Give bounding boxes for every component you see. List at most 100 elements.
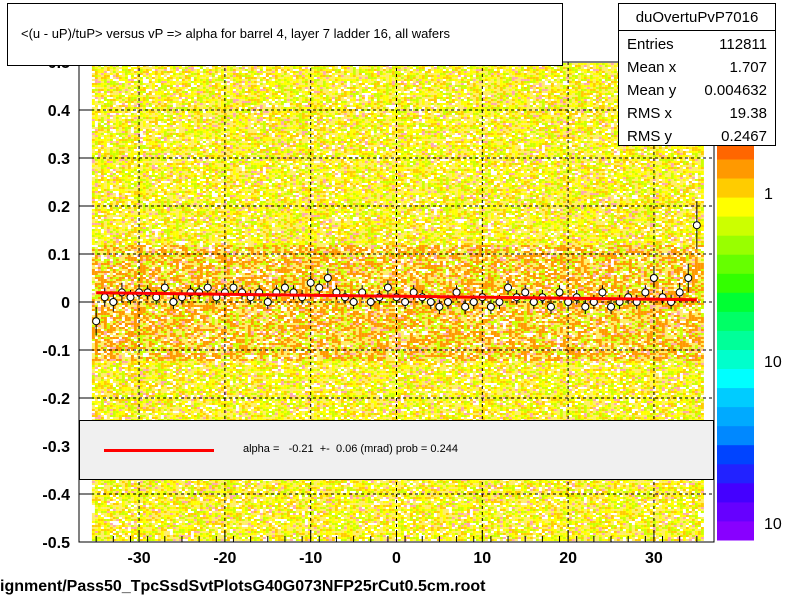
density-cell (136, 153, 140, 155)
density-cell (142, 333, 146, 335)
density-cell (106, 131, 110, 133)
density-cell (109, 401, 113, 403)
density-cell (94, 131, 98, 133)
density-cell (151, 281, 155, 283)
density-cell (139, 385, 143, 387)
density-cell (145, 235, 149, 237)
density-cell (142, 155, 146, 157)
density-cell (106, 509, 110, 511)
density-cell (124, 67, 128, 69)
density-cell (133, 323, 137, 325)
density-cell (100, 509, 104, 511)
density-cell (142, 363, 146, 365)
density-cell (94, 253, 98, 255)
density-cell (94, 295, 98, 297)
density-cell (139, 265, 143, 267)
density-cell (115, 159, 119, 161)
density-cell (154, 363, 158, 365)
density-cell (94, 181, 98, 183)
density-cell (100, 155, 104, 157)
density-cell (145, 481, 149, 483)
density-cell (139, 367, 143, 369)
density-cell (106, 265, 110, 267)
density-cell (157, 339, 161, 341)
density-cell (154, 111, 158, 113)
density-cell (139, 295, 143, 297)
density-cell (109, 393, 113, 395)
density-cell (160, 239, 164, 241)
density-cell (94, 137, 98, 139)
density-cell (118, 491, 122, 493)
density-cell (136, 269, 140, 271)
density-cell (118, 535, 122, 537)
density-cell (136, 245, 140, 247)
density-cell (151, 77, 155, 79)
density-cell (94, 147, 98, 149)
density-cell (148, 155, 152, 157)
density-cell (115, 215, 119, 217)
density-cell (121, 127, 125, 129)
density-cell (106, 141, 110, 143)
density-cell (100, 263, 104, 265)
density-cell (124, 417, 128, 419)
density-cell (136, 133, 140, 135)
density-cell (124, 295, 128, 297)
density-cell (91, 367, 95, 369)
density-cell (148, 481, 152, 483)
density-cell (100, 131, 104, 133)
density-cell (157, 195, 161, 197)
density-cell (151, 225, 155, 227)
density-cell (118, 93, 122, 95)
density-cell (142, 127, 146, 129)
density-cell (106, 215, 110, 217)
density-cell (124, 187, 128, 189)
density-cell (97, 415, 101, 417)
density-cell (112, 529, 116, 531)
density-cell (127, 489, 131, 491)
density-cell (145, 103, 149, 105)
density-cell (94, 135, 98, 137)
density-cell (103, 127, 107, 129)
density-cell (97, 339, 101, 341)
density-cell (103, 89, 107, 91)
density-cell (103, 193, 107, 195)
density-cell (142, 319, 146, 321)
density-cell (145, 185, 149, 187)
density-cell (139, 509, 143, 511)
density-cell (112, 173, 116, 175)
density-cell (127, 503, 131, 505)
density-cell (136, 341, 140, 343)
density-cell (130, 497, 134, 499)
density-cell (154, 175, 158, 177)
density-cell (151, 403, 155, 405)
density-cell (118, 401, 122, 403)
density-cell (160, 217, 164, 219)
density-cell (151, 325, 155, 327)
density-cell (127, 273, 131, 275)
density-cell (118, 411, 122, 413)
density-cell (103, 149, 107, 151)
density-cell (130, 257, 134, 259)
density-cell (160, 367, 164, 369)
density-cell (103, 381, 107, 383)
density-cell (142, 181, 146, 183)
density-cell (139, 169, 143, 171)
density-cell (133, 313, 137, 315)
density-cell (148, 67, 152, 69)
density-cell (127, 89, 131, 91)
density-cell (127, 137, 131, 139)
density-cell (145, 187, 149, 189)
density-cell (109, 289, 113, 291)
density-cell (103, 503, 107, 505)
density-cell (106, 279, 110, 281)
density-cell (118, 335, 122, 337)
density-cell (112, 245, 116, 247)
density-cell (160, 135, 164, 137)
density-cell (94, 257, 98, 259)
density-cell (160, 121, 164, 123)
density-cell (118, 139, 122, 141)
density-cell (151, 165, 155, 167)
density-cell (142, 305, 146, 307)
density-cell (130, 495, 134, 497)
density-cell (109, 285, 113, 287)
